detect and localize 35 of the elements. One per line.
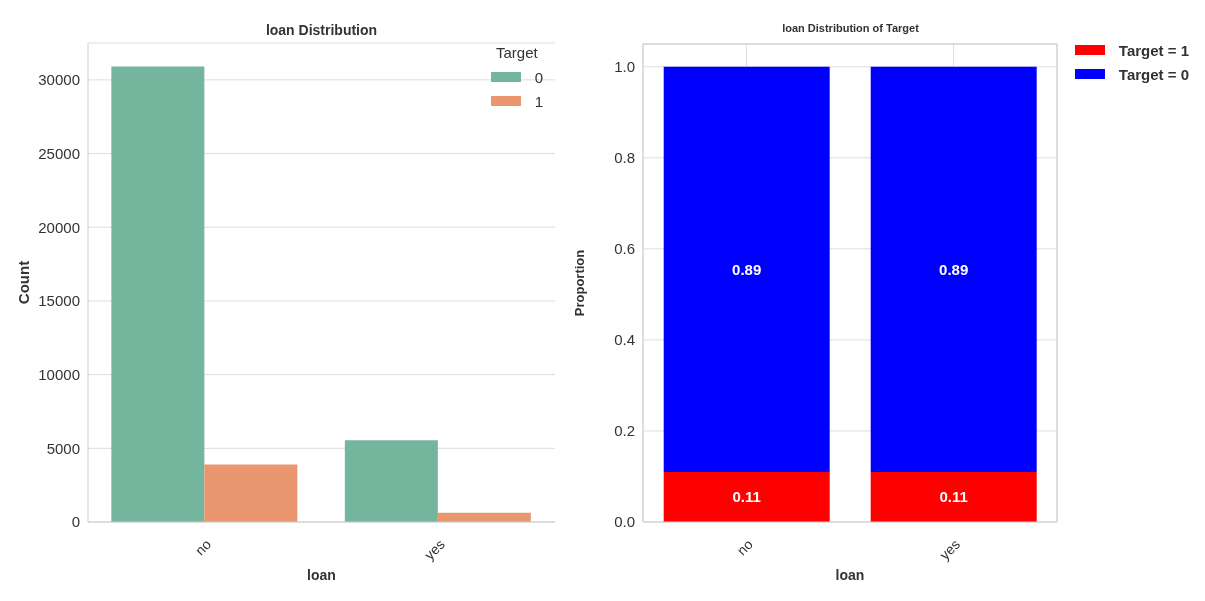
x-tick-label: yes [421,536,448,563]
bar [111,66,205,522]
y-tick-label: 0.8 [614,149,635,167]
legend-label: Target = 1 [1118,41,1189,59]
y-tick-label: 0.4 [614,331,635,349]
x-tick-label: yes [936,536,963,563]
bar [344,440,438,522]
y-axis-title: Count [15,260,33,305]
y-tick-label: 0.6 [614,240,635,258]
bar [204,464,298,522]
y-tick-label: 20000 [38,218,80,236]
x-tick-label: no [733,536,757,559]
legend-label: 0 [534,68,543,86]
y-tick-label: 0 [71,513,80,531]
data-label: 0.11 [732,488,761,506]
legend-label: Target = 0 [1118,65,1189,83]
legend-label: 1 [534,92,543,110]
chart-title: loan Distribution of Target [781,22,920,34]
y-tick-label: 25000 [38,144,80,162]
y-tick-label: 5000 [46,439,80,457]
y-tick-label: 0.2 [614,422,635,440]
y-axis-title: Proportion [571,249,587,317]
chart-title: loan Distribution [264,22,379,38]
data-label: 0.11 [939,488,968,506]
legend-title: Target [494,44,539,61]
data-label: 0.89 [732,260,762,278]
y-tick-label: 10000 [38,365,80,383]
x-axis-title: loan [835,567,865,583]
y-tick-label: 15000 [38,292,80,310]
y-tick-label: 30000 [38,71,80,89]
x-tick-label: no [191,536,215,559]
data-label: 0.89 [939,260,969,278]
y-tick-label: 0.0 [614,513,635,531]
y-tick-label: 1.0 [614,58,635,76]
x-axis-title: loan [307,567,336,583]
